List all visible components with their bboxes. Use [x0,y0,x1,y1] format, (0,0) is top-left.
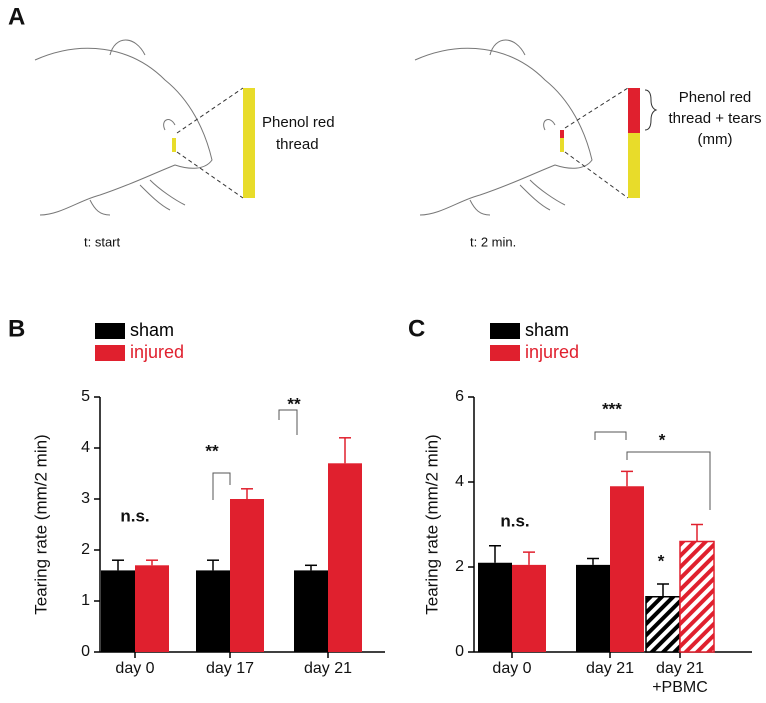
time-label: t: 2 min. [470,234,516,249]
time-label: t: start [84,234,121,249]
x-tick-label: day 21 [304,660,352,677]
legend-label: sham [130,320,174,340]
y-tick-label: 2 [81,541,90,558]
panel-label: B [8,315,25,342]
label-line: Phenol red [262,114,335,131]
bar [196,570,230,652]
y-tick-label: 2 [455,558,464,575]
y-tick-label: 4 [81,439,90,456]
bar [101,570,135,652]
significance-label: * [658,551,665,570]
x-tick-label: day 17 [206,660,254,677]
bar [679,540,715,653]
bar [512,564,546,652]
y-axis-label: Tearing rate (mm/2 min) [422,434,441,614]
legend-label: injured [525,342,579,362]
significance-bracket [212,472,231,500]
bar [135,565,169,652]
rat-drawing [414,39,658,216]
legend-swatch [95,323,125,339]
y-tick-label: 5 [81,388,90,405]
label-line: thread [276,136,319,153]
panel-label: A [8,3,25,30]
legend-swatch [490,345,520,361]
label-line: (mm) [698,131,733,148]
x-tick-label: day 0 [492,660,531,677]
x-tick-label: day 21 +PBMC [652,660,708,696]
significance-label: ** [287,394,301,413]
y-axis-label: Tearing rate (mm/2 min) [31,434,50,614]
significance-label: *** [602,399,622,418]
bar [478,562,512,652]
bar [328,463,362,652]
significance-label: * [659,430,666,449]
legend-swatch [490,323,520,339]
y-tick-label: 1 [81,592,90,609]
legend-label: injured [130,342,184,362]
x-tick-label: day 21 [586,660,634,677]
legend-swatch [95,345,125,361]
bar [610,486,644,652]
bar [230,499,264,652]
panel-label: C [408,315,425,342]
y-tick-label: 6 [455,388,464,405]
y-tick-label: 0 [81,643,90,660]
significance-bracket [278,409,298,435]
label-line: thread + tears [669,110,762,127]
label-line: Phenol red [679,89,752,106]
x-tick-label: day 0 [115,660,154,677]
significance-bracket [594,431,627,440]
bar [645,596,681,653]
significance-bracket [626,451,711,510]
y-tick-label: 4 [455,473,464,490]
rat-drawing [34,39,255,216]
y-tick-label: 0 [455,643,464,660]
significance-label: ** [205,441,219,460]
y-tick-label: 3 [81,490,90,507]
bar [294,570,328,652]
legend-label: sham [525,320,569,340]
significance-label: n.s. [120,506,149,525]
significance-label: n.s. [500,511,529,530]
bar [576,564,610,652]
